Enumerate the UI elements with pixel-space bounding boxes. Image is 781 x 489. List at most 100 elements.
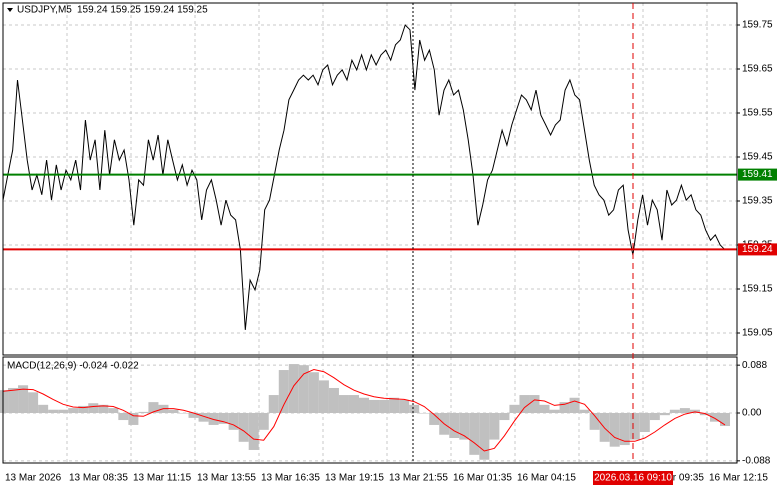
macd-bar bbox=[28, 392, 39, 413]
y-tick-label: 159.65 bbox=[742, 64, 773, 75]
x-tick-label: 13 Mar 13:55 bbox=[197, 473, 256, 484]
macd-bar bbox=[499, 412, 510, 421]
macd-bar bbox=[579, 409, 590, 413]
macd-bar bbox=[679, 408, 690, 413]
macd-bar bbox=[709, 412, 720, 422]
level-label: 159.24 bbox=[742, 244, 773, 255]
macd-bar bbox=[649, 412, 660, 421]
macd-bar bbox=[539, 404, 550, 413]
macd-bar bbox=[148, 402, 159, 413]
macd-frame bbox=[2, 356, 738, 464]
macd-bar bbox=[48, 409, 59, 413]
x-tick-label: 13 Mar 19:15 bbox=[325, 473, 384, 484]
macd-bar bbox=[659, 412, 670, 416]
macd-bar bbox=[88, 403, 99, 413]
macd-bar bbox=[348, 395, 359, 413]
x-tick-label: 13 Mar 21:55 bbox=[389, 473, 448, 484]
macd-bar bbox=[479, 412, 490, 460]
macd-bar bbox=[639, 412, 650, 433]
macd-bar bbox=[268, 395, 279, 413]
macd-bar bbox=[238, 412, 249, 442]
macd-bar bbox=[549, 409, 560, 413]
macd-bar bbox=[178, 412, 189, 414]
y-tick-label: 159.35 bbox=[742, 196, 773, 207]
macd-bar bbox=[18, 385, 29, 413]
macd-bar bbox=[569, 397, 580, 413]
level-label: 159.41 bbox=[742, 169, 773, 180]
macd-bar bbox=[58, 409, 69, 413]
macd-bar bbox=[459, 412, 470, 440]
macd-bar bbox=[98, 404, 109, 413]
macd-bar bbox=[369, 399, 380, 413]
macd-bar bbox=[318, 380, 329, 413]
macd-bar bbox=[338, 395, 349, 413]
x-tick-label: 16 Mar 01:35 bbox=[453, 473, 512, 484]
macd-bar bbox=[8, 387, 19, 413]
y-tick-label: 159.45 bbox=[742, 152, 773, 163]
macd-bar bbox=[469, 412, 480, 455]
macd-bar bbox=[720, 412, 731, 427]
macd-bar bbox=[278, 370, 289, 413]
macd-bar bbox=[78, 405, 89, 413]
macd-bar bbox=[288, 364, 299, 413]
macd-bar bbox=[328, 387, 339, 413]
macd-bar bbox=[489, 412, 500, 440]
y-tick-label: 159.55 bbox=[742, 108, 773, 119]
y-tick-label: 0.088 bbox=[742, 360, 767, 371]
macd-bar bbox=[218, 412, 229, 424]
y-tick-label: 159.05 bbox=[742, 328, 773, 339]
macd-bar bbox=[68, 408, 79, 413]
macd-bar bbox=[228, 412, 239, 430]
macd-title: MACD(12,26,9) -0.024 -0.022 bbox=[7, 361, 139, 372]
marks bbox=[0, 24, 737, 460]
symbol: USDJPY,M5 bbox=[17, 5, 72, 16]
macd-bar bbox=[108, 408, 119, 413]
macd-bar bbox=[379, 399, 390, 413]
macd-bar bbox=[138, 411, 149, 413]
macd-bar bbox=[118, 412, 129, 421]
macd-bar bbox=[619, 412, 630, 446]
macd-bar bbox=[519, 395, 530, 413]
x-tick-label: 13 Mar 08:35 bbox=[69, 473, 128, 484]
price-line bbox=[2, 24, 726, 330]
macd-bar bbox=[308, 372, 319, 413]
macd-bar bbox=[168, 409, 179, 413]
y-tick-label: 159.15 bbox=[742, 284, 773, 295]
x-tick-label: 13 Mar 11:15 bbox=[133, 473, 192, 484]
macd-bar bbox=[0, 390, 9, 413]
macd-bar bbox=[689, 409, 700, 413]
macd-bar bbox=[669, 409, 680, 413]
macd-bar bbox=[359, 397, 370, 413]
x-tick-label: 13 Mar 2026 bbox=[5, 473, 62, 484]
level-label-box bbox=[738, 168, 777, 181]
y-tick-label: 159.75 bbox=[742, 20, 773, 31]
macd-bar bbox=[629, 412, 640, 440]
macd-bar bbox=[419, 412, 430, 414]
macd-bar bbox=[188, 412, 199, 418]
y-tick-label: -0.088 bbox=[742, 455, 771, 466]
macd-bar bbox=[409, 404, 420, 413]
macd-bar bbox=[449, 412, 460, 438]
macd-bar bbox=[208, 412, 219, 425]
ohlc: 159.24 159.25 159.24 159.25 bbox=[77, 5, 208, 16]
macd-bar bbox=[258, 412, 269, 430]
price-frame bbox=[2, 2, 738, 356]
macd-bar bbox=[399, 399, 410, 413]
macd-bar bbox=[128, 412, 139, 425]
macd-bar bbox=[609, 412, 620, 447]
macd-bar bbox=[38, 404, 49, 413]
x-tick-label: 16 Mar 04:15 bbox=[517, 473, 576, 484]
macd-bar bbox=[529, 395, 540, 413]
macd-bar bbox=[298, 365, 309, 413]
macd-bar bbox=[198, 412, 209, 422]
macd-bar bbox=[389, 397, 400, 413]
x-tick-label: 16 Mar 09:35 bbox=[645, 473, 704, 484]
x-tick-label: 13 Mar 16:35 bbox=[261, 473, 320, 484]
macd-bar bbox=[589, 412, 600, 430]
signal-line bbox=[2, 368, 726, 452]
menu-arrow bbox=[7, 8, 13, 12]
macd-bar bbox=[248, 412, 259, 450]
y-tick-label: 0.00 bbox=[742, 408, 762, 419]
crosshair-label: 2026.03.16 09:10 bbox=[594, 473, 672, 484]
